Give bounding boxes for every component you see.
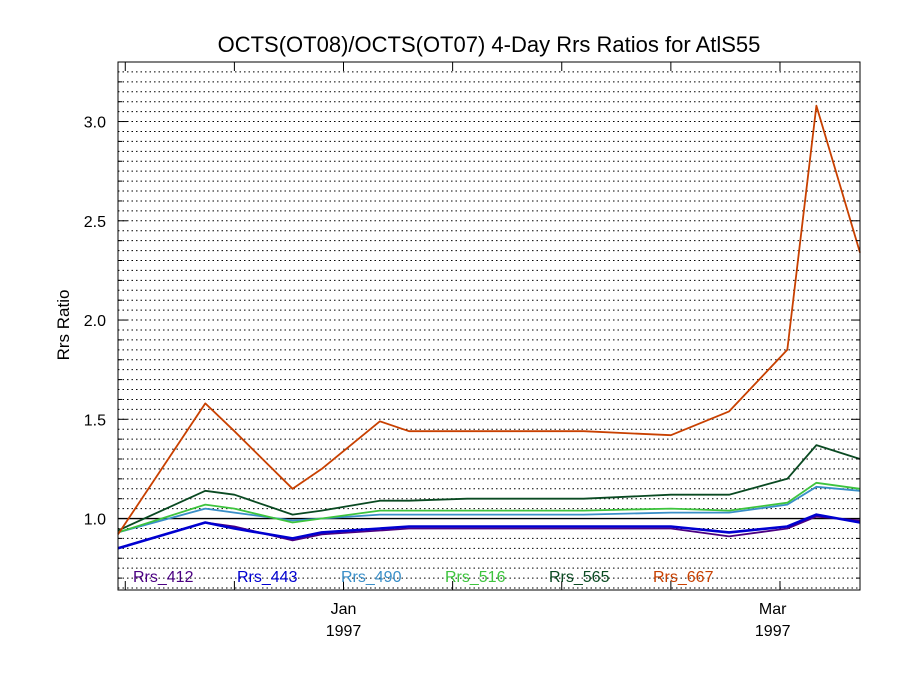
- plot-frame: [117, 61, 861, 591]
- x-tick-label-year: 1997: [326, 623, 362, 640]
- x-tick-label-month: Jan: [331, 601, 357, 618]
- legend-entry-rrs-565: Rrs_565: [549, 569, 610, 586]
- legend-entry-rrs-443: Rrs_443: [237, 569, 298, 586]
- x-tick-label-month: Mar: [759, 601, 787, 618]
- series-lines: [117, 104, 861, 550]
- y-tick-label: 1.5: [84, 412, 106, 429]
- series-line-rrs-516: [117, 481, 861, 534]
- y-axis-label: Rrs Ratio: [54, 290, 73, 361]
- legend: Rrs_412 Rrs_443 Rrs_490 Rrs_516 Rrs_565 Rrs_6…: [133, 569, 714, 586]
- series-line-rrs-565: [117, 444, 861, 532]
- series-line-rrs-443: [117, 513, 861, 550]
- legend-entry-rrs-516: Rrs_516: [445, 569, 506, 586]
- y-ticks: 1.0 1.5 2.0 2.5 3.0: [84, 81, 860, 579]
- y-tick-label: 2.5: [84, 214, 106, 231]
- series-line-rrs-490: [117, 485, 861, 534]
- y-tick-label: 1.0: [84, 512, 106, 529]
- series-line-rrs-667: [117, 104, 861, 535]
- legend-entry-rrs-667: Rrs_667: [653, 569, 714, 586]
- x-tick-label-year: 1997: [755, 623, 791, 640]
- y-tick-label: 2.0: [84, 313, 106, 330]
- x-ticks: Jan 1997 Mar 1997: [124, 62, 791, 640]
- legend-entry-rrs-490: Rrs_490: [341, 569, 402, 586]
- y-tick-label: 3.0: [84, 115, 106, 132]
- chart-title: OCTS(OT08)/OCTS(OT07) 4-Day Rrs Ratios f…: [218, 32, 761, 57]
- legend-entry-rrs-412: Rrs_412: [133, 569, 194, 586]
- series-line-rrs-412: [117, 515, 861, 550]
